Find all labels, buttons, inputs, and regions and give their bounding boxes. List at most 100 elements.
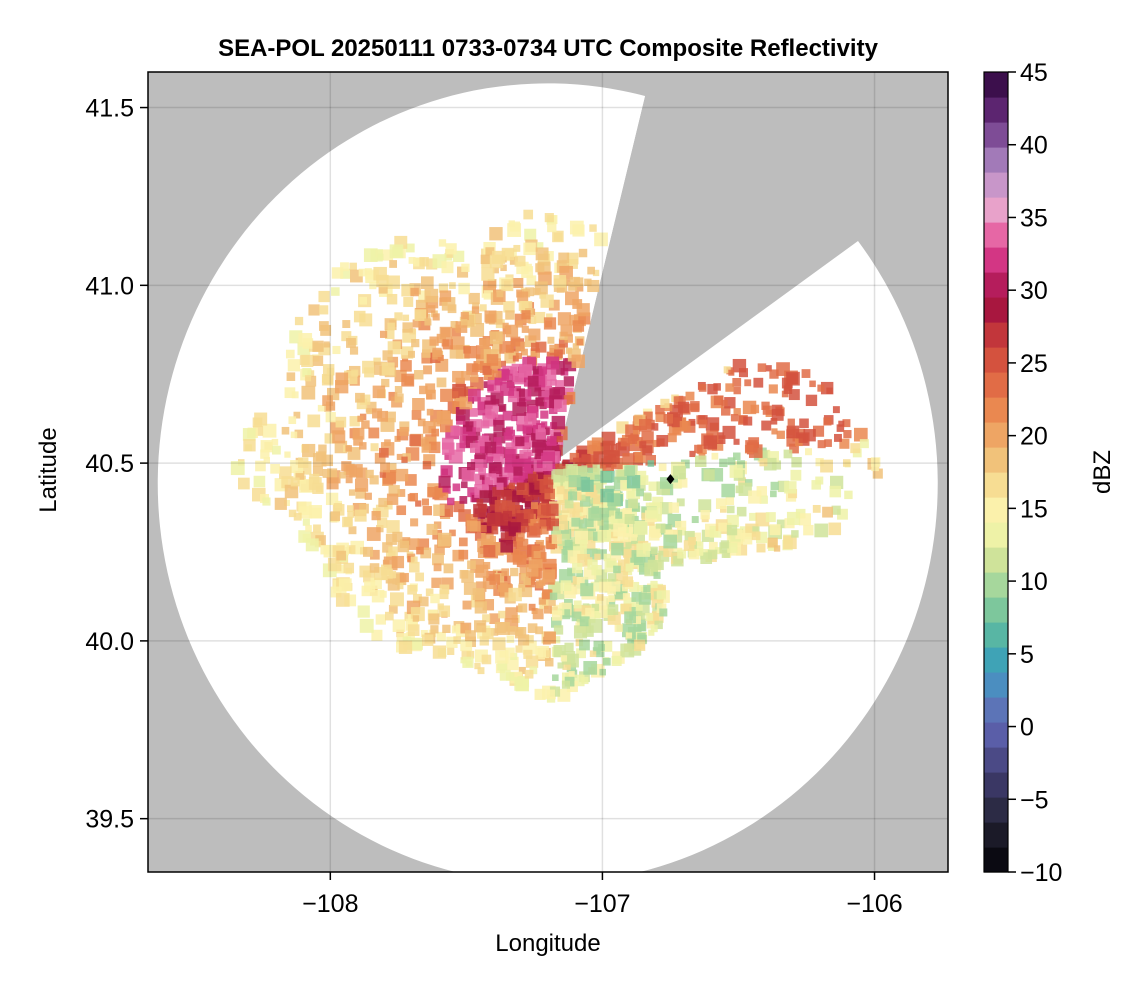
echo-cell (659, 477, 672, 489)
echo-cell (453, 636, 462, 644)
echo-cell (525, 564, 539, 577)
echo-cell (736, 506, 747, 517)
echo-cell (552, 526, 562, 535)
echo-cell (452, 549, 465, 562)
echo-cell (298, 501, 312, 515)
echo-cell (622, 549, 632, 558)
echo-cell (530, 432, 539, 441)
colorbar-tick-label: 5 (1020, 641, 1034, 669)
echo-cell (420, 276, 434, 290)
echo-cell (464, 345, 477, 359)
echo-cell (549, 686, 561, 697)
echo-cell (460, 639, 473, 652)
reflectivity-field (230, 209, 883, 703)
echo-cell (483, 280, 497, 294)
echo-cell (510, 336, 521, 347)
echo-cell (405, 474, 417, 486)
echo-cell (740, 532, 753, 545)
echo-cell (601, 640, 613, 652)
echo-cell (500, 521, 511, 532)
echo-cell (305, 538, 319, 552)
echo-cell (308, 304, 320, 316)
echo-cell (523, 649, 533, 659)
echo-cell (503, 432, 513, 441)
echo-cell (521, 325, 529, 333)
echo-cell (551, 415, 566, 430)
echo-cell (631, 591, 642, 602)
echo-cell (432, 553, 444, 566)
echo-cell (597, 519, 604, 526)
echo-cell (547, 222, 557, 233)
echo-cell (438, 475, 451, 488)
echo-cell (812, 425, 825, 437)
echo-cell (622, 482, 630, 490)
echo-cell (600, 470, 613, 483)
echo-cell (789, 443, 799, 454)
echo-cell (551, 610, 563, 621)
echo-cell (353, 436, 363, 446)
echo-cell (679, 473, 686, 480)
echo-cell (485, 395, 496, 406)
echo-cell (587, 453, 599, 465)
echo-cell (355, 392, 365, 403)
echo-cell (602, 440, 614, 453)
echo-cell (427, 487, 438, 498)
echo-cell (624, 611, 636, 624)
echo-cell (516, 482, 525, 491)
echo-cell (501, 279, 514, 292)
echo-cell (478, 435, 490, 447)
echo-cell (540, 504, 551, 515)
echo-cell (386, 493, 399, 505)
echo-cell (298, 333, 313, 347)
echo-cell (505, 672, 515, 681)
echo-cell (555, 380, 564, 389)
echo-cell (527, 473, 537, 483)
echo-cell (684, 530, 695, 542)
plot-frame (147, 71, 949, 873)
echo-cell (594, 553, 601, 561)
echo-cell (382, 542, 393, 553)
echo-cell (839, 438, 850, 449)
echo-cell (535, 341, 547, 353)
echo-cell (591, 565, 602, 576)
echo-cell (727, 457, 736, 466)
echo-cell (656, 434, 669, 447)
echo-cell (412, 319, 421, 328)
echo-cell (326, 477, 339, 490)
echo-cell (424, 318, 432, 326)
echo-cell (442, 624, 451, 634)
echo-cell (381, 378, 390, 388)
echo-cell (447, 647, 455, 655)
echo-cell (496, 290, 504, 298)
colorbar-label: dBZ (1089, 450, 1116, 494)
echo-cell (660, 398, 670, 408)
echo-cell (718, 522, 728, 532)
echo-cell (502, 489, 514, 501)
echo-cell (516, 413, 528, 426)
echo-cell (820, 459, 833, 473)
echo-cell (738, 415, 748, 425)
echo-cell (349, 416, 360, 427)
echo-cell (320, 545, 330, 555)
echo-cell (556, 436, 563, 443)
echo-cell (689, 450, 696, 458)
echo-cell (562, 459, 569, 466)
echo-cell (524, 500, 531, 508)
echo-cell (440, 388, 454, 402)
colorbar-tick-label: 10 (1020, 568, 1048, 596)
echo-cell (500, 540, 513, 553)
echo-cell (458, 282, 470, 295)
echo-cell (468, 292, 480, 305)
echo-cell (817, 384, 825, 392)
echo-cell (837, 508, 848, 520)
echo-cell (432, 347, 442, 358)
echo-cell (439, 584, 450, 595)
echo-cell (756, 486, 768, 497)
echo-cell (535, 626, 544, 635)
echo-cell (432, 645, 447, 659)
echo-cell (613, 565, 621, 574)
echo-cell (805, 448, 813, 456)
echo-cell (351, 369, 359, 377)
echo-cell (553, 432, 562, 440)
echo-cell (461, 650, 471, 660)
